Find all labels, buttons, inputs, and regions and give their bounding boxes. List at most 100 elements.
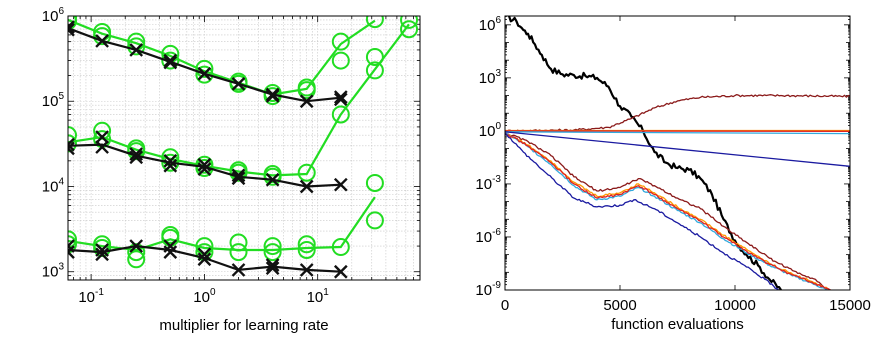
cross-marker <box>95 140 109 154</box>
circle-marker <box>331 51 350 70</box>
cross-marker <box>265 89 280 103</box>
y-tick-label: 105 <box>42 91 65 110</box>
circle-marker <box>68 126 77 145</box>
cross-marker <box>163 239 178 253</box>
function-evaluations-chart: 106 103 100 10-3 10-6 10-90 5000 10000 15000 func… <box>475 15 870 333</box>
cross-marker <box>265 258 280 272</box>
series-line-5 <box>505 131 850 167</box>
circle-marker <box>127 37 146 56</box>
cross-marker <box>68 245 75 259</box>
circle-marker <box>365 211 384 230</box>
circle-marker <box>229 233 248 252</box>
cross-marker <box>333 92 348 107</box>
y-tick-label: 103 <box>42 262 65 281</box>
y-tick-label: 103 <box>479 68 502 87</box>
circle-marker <box>195 65 214 84</box>
learning-rate-chart: 103 104 105 106 10-1 100 101 multiplier for lea… <box>42 6 421 334</box>
cross-marker <box>265 261 280 276</box>
cross-marker <box>197 66 212 81</box>
circle-marker <box>127 250 146 269</box>
x-axis-label: multiplier for learning rate <box>159 317 328 334</box>
plot-frame <box>504 15 851 291</box>
cross-marker <box>265 172 280 187</box>
circle-marker <box>365 16 384 29</box>
cross-marker <box>197 162 212 176</box>
x-tick-label: 0 <box>501 297 509 314</box>
cross-marker <box>299 263 314 277</box>
cross-marker <box>129 43 144 57</box>
series-line-green <box>68 23 410 177</box>
circle-marker <box>68 134 77 153</box>
circle-marker <box>195 59 214 78</box>
circle-marker <box>331 32 350 51</box>
circle-marker <box>127 243 146 262</box>
circle-marker <box>229 163 248 182</box>
cross-marker <box>163 53 178 68</box>
cross-marker <box>231 263 246 277</box>
cross-marker <box>68 22 75 37</box>
circle-marker <box>297 81 316 100</box>
cross-marker <box>333 264 348 279</box>
cross-marker <box>163 158 178 173</box>
series-line-green <box>68 18 376 96</box>
circle-marker <box>297 163 316 182</box>
x-tick-label: 101 <box>307 287 330 306</box>
x-axis-label: function evaluations <box>611 316 744 333</box>
circle-marker <box>297 235 316 254</box>
x-tick-label: 100 <box>193 287 216 306</box>
cross-marker <box>163 245 178 259</box>
cross-marker <box>231 76 246 91</box>
data-layer <box>68 16 419 279</box>
cross-marker <box>129 147 144 161</box>
circle-marker <box>127 142 146 161</box>
cross-marker <box>197 247 212 262</box>
circle-marker <box>365 173 384 192</box>
data-layer <box>505 16 850 290</box>
circle-marker <box>400 16 419 29</box>
y-tick-label: 100 <box>479 121 502 140</box>
cross-marker <box>231 171 246 186</box>
circle-marker <box>365 61 384 80</box>
circle-marker <box>195 158 214 177</box>
x-tick-label: 10-1 <box>78 287 104 306</box>
circle-marker <box>229 74 248 93</box>
cross-marker <box>299 179 314 194</box>
cross-marker <box>299 94 314 109</box>
series-line-10 <box>505 132 780 290</box>
cross-marker <box>68 239 75 253</box>
y-tick-label: 106 <box>479 15 502 34</box>
series-line-6 <box>505 132 828 290</box>
cross-marker <box>95 34 109 48</box>
circle-marker <box>263 167 282 186</box>
cross-marker <box>333 90 348 104</box>
series-line-9 <box>505 132 831 290</box>
circle-marker <box>297 240 316 259</box>
series-line-4 <box>505 131 850 135</box>
series-line-8 <box>505 132 828 290</box>
cross-marker <box>129 150 144 165</box>
circle-marker <box>68 16 77 31</box>
circle-marker <box>93 121 112 140</box>
circle-marker <box>263 237 282 256</box>
cross-marker <box>333 177 348 192</box>
circle-marker <box>331 105 350 124</box>
circle-marker <box>229 243 248 262</box>
circle-marker <box>68 230 77 249</box>
plot-frame <box>67 15 421 281</box>
circle-marker <box>331 238 350 257</box>
cross-marker <box>68 20 75 34</box>
cross-marker <box>95 130 109 144</box>
cross-marker <box>163 153 178 168</box>
circle-marker <box>93 27 112 46</box>
x-tick-label: 5000 <box>603 297 636 314</box>
cross-marker <box>95 243 109 257</box>
cross-marker <box>129 239 144 253</box>
circle-marker <box>263 243 282 262</box>
series-line-black <box>68 143 341 188</box>
cross-marker <box>231 168 246 183</box>
y-tick-label: 10-9 <box>475 280 501 299</box>
y-tick-label: 104 <box>42 176 65 195</box>
y-tick-label: 10-6 <box>475 227 501 246</box>
y-tick-label: 106 <box>42 6 65 25</box>
